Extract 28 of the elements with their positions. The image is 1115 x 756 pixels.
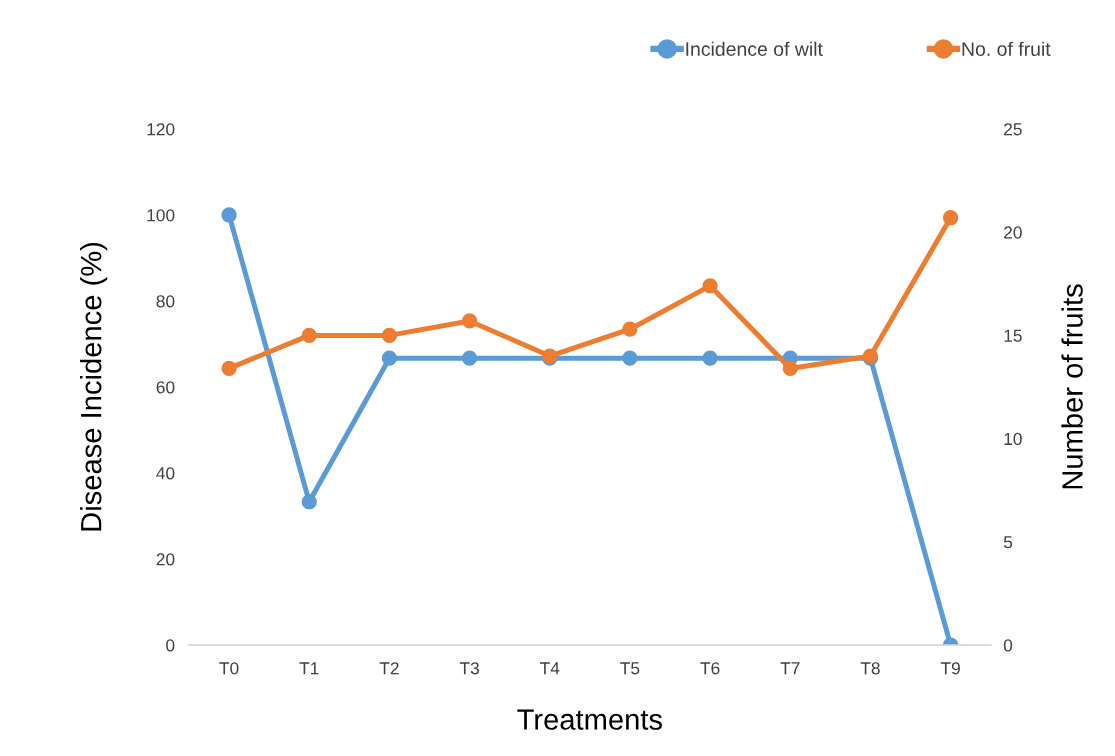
x-tick-label: T0	[219, 662, 239, 675]
y2-tick-label: 0	[1003, 639, 1013, 652]
x-tick-label: T4	[540, 662, 560, 675]
y-axis-title: Disease Incidence (%)	[80, 242, 108, 531]
y2-tick-label: 20	[1004, 226, 1022, 239]
y2-tick-label: 15	[1004, 329, 1022, 342]
legend-label: No. of fruit	[962, 41, 1051, 56]
y2-axis-title: Number of fruits	[1061, 284, 1083, 489]
x-tick-label: T5	[620, 662, 640, 675]
y-tick-label: 80	[156, 295, 175, 308]
x-tick-label: T7	[780, 662, 800, 675]
y2-tick-label: 5	[1003, 536, 1013, 549]
x-tick-label: T2	[379, 662, 399, 675]
y-tick-label: 60	[156, 381, 175, 394]
y-tick-label: 20	[156, 553, 175, 566]
x-axis-title: Treatments	[517, 709, 662, 730]
y-tick-label: 100	[147, 209, 175, 222]
y-tick-label: 0	[166, 639, 175, 652]
y2-tick-label: 10	[1004, 432, 1022, 446]
x-tick-label: T8	[860, 662, 880, 675]
y-tick-label: 120	[147, 123, 175, 136]
x-tick-label: T9	[940, 662, 960, 675]
legend-label: Incidence of wilt	[686, 41, 823, 56]
x-tick-label: T3	[459, 662, 479, 675]
y2-tick-label: 25	[1004, 123, 1022, 136]
x-tick-label: T6	[700, 662, 720, 675]
x-tick-label: T1	[299, 662, 319, 675]
y-tick-label: 40	[156, 467, 175, 480]
